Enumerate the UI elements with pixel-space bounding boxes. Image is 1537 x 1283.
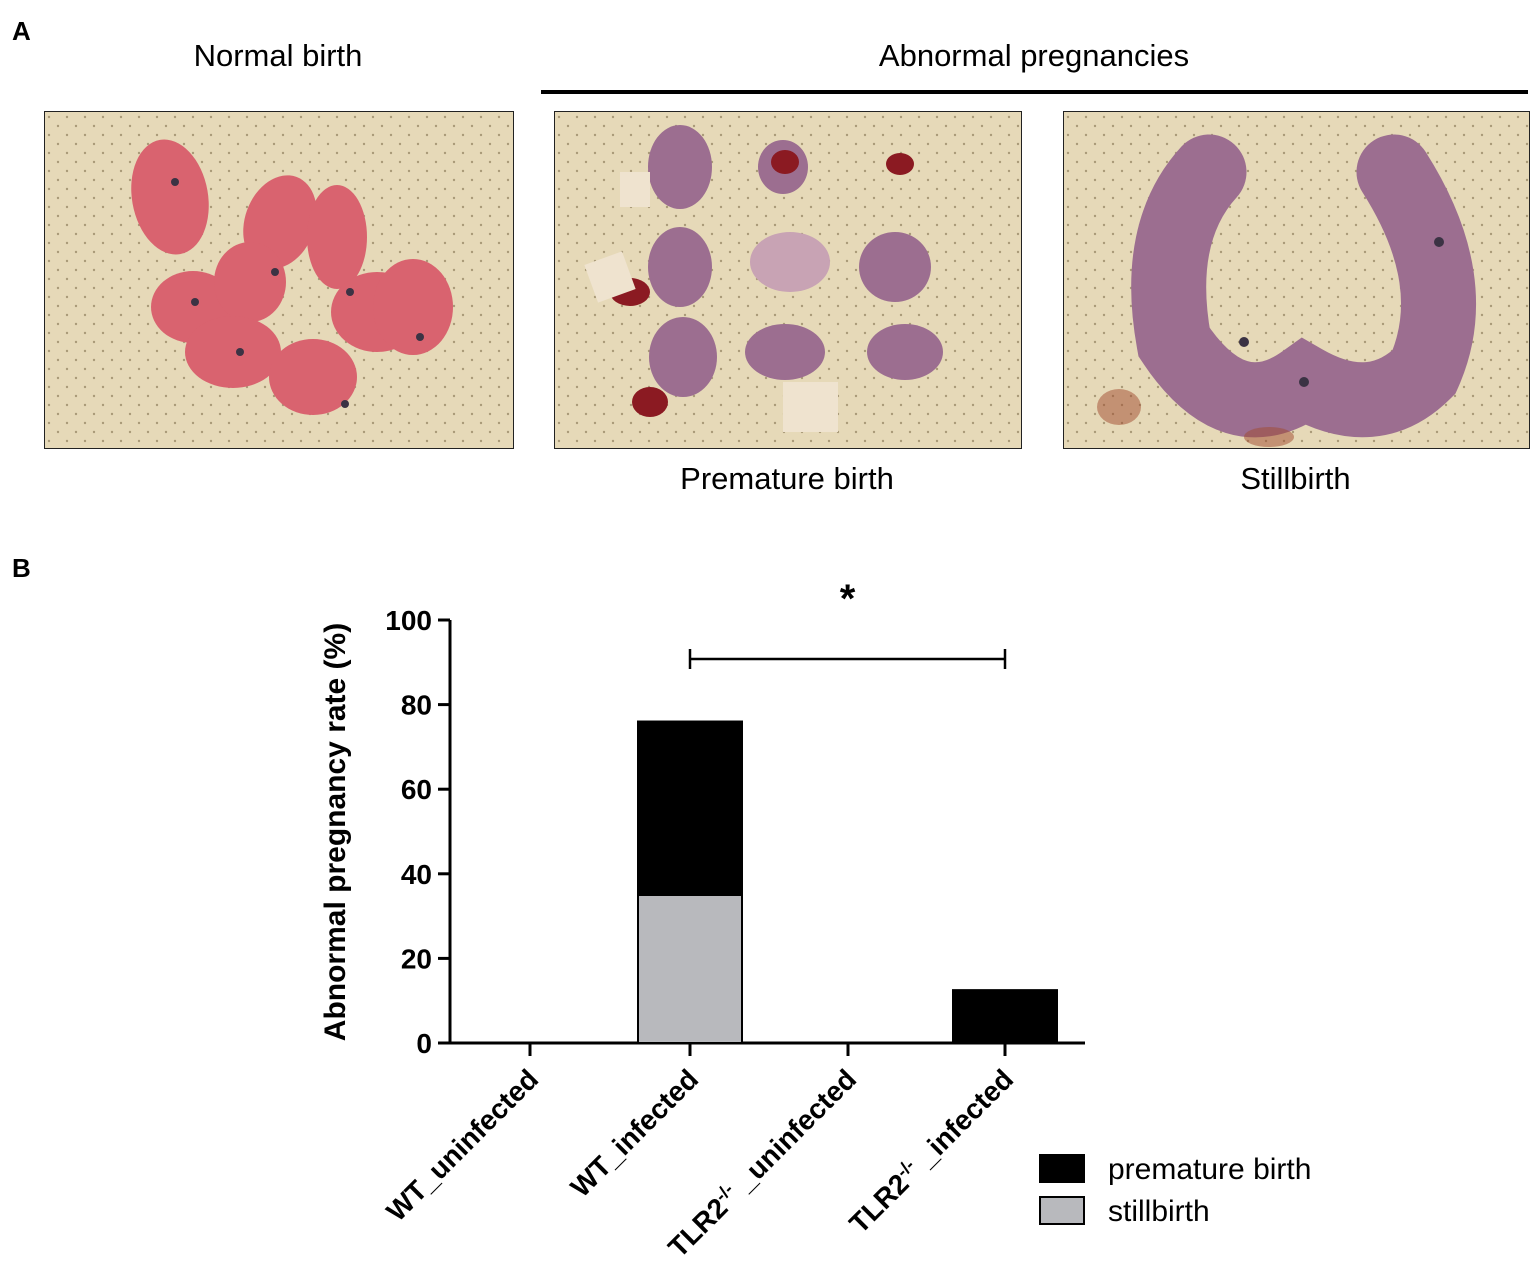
y-axis-title: Abnormal pregnancy rate (%) — [319, 623, 352, 1041]
x-category-label-0: WT_uninfected — [380, 1063, 544, 1227]
stillbirth-caption: Stillbirth — [1240, 461, 1351, 496]
normal-birth-pups-illustration — [45, 112, 513, 448]
premature-birth-pups-illustration — [555, 112, 1021, 448]
y-tick-label-60: 60 — [401, 774, 432, 805]
y-tick-label-20: 20 — [401, 943, 432, 974]
abnormal-pregnancies-caption: Abnormal pregnancies — [878, 38, 1190, 73]
y-tick-label-40: 40 — [401, 859, 432, 890]
y-tick-label-100: 100 — [385, 605, 432, 636]
legend-swatch-premature-birth — [1039, 1154, 1085, 1183]
legend-swatch-stillbirth — [1039, 1196, 1085, 1225]
y-tick-label-0: 0 — [416, 1028, 432, 1059]
legend-label-stillbirth: stillbirth — [1108, 1195, 1210, 1228]
panel-b-letter: B — [12, 553, 31, 583]
normal-birth-photo — [44, 111, 514, 449]
bar-premature-birth-1 — [637, 720, 743, 896]
bar-premature-birth-3 — [952, 989, 1058, 1044]
panel-a-letter: A — [12, 16, 31, 46]
x-category-label-3: TLR2-/- _infected — [843, 1063, 1020, 1240]
significance-star: * — [840, 577, 856, 621]
premature-birth-caption: Premature birth — [680, 461, 894, 496]
stillbirth-pups-illustration — [1064, 112, 1529, 448]
x-category-label-1: WT_infected — [565, 1063, 705, 1203]
premature-birth-photo — [554, 111, 1022, 449]
abnormal-pregnancies-bracket-line — [541, 90, 1528, 94]
bar-stillbirth-1 — [637, 893, 743, 1045]
stillbirth-photo — [1063, 111, 1530, 449]
normal-birth-caption: Normal birth — [193, 38, 363, 73]
legend-label-premature-birth: premature birth — [1108, 1153, 1311, 1186]
y-tick-label-80: 80 — [401, 690, 432, 721]
